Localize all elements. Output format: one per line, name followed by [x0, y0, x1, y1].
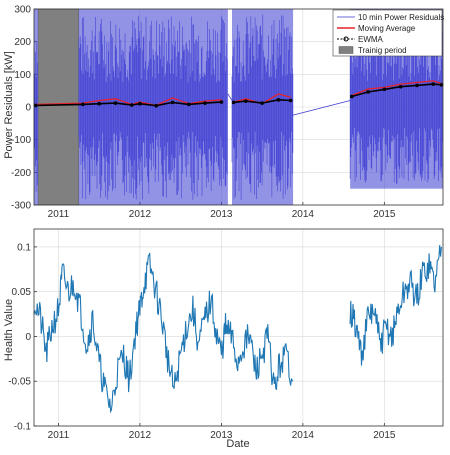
- residuals-connector: [292, 100, 351, 116]
- ewma-point: [187, 102, 191, 107]
- bottom-y-tick-label: -0.1: [14, 422, 32, 433]
- bottom-plot-frame: [33, 228, 444, 427]
- ewma-point: [113, 101, 118, 105]
- bottom-y-tick-label: 0: [25, 332, 31, 343]
- bottom-y-tick-label: 0.05: [12, 287, 32, 298]
- top-x-tick-label: 2014: [292, 209, 315, 220]
- residuals-connector: [227, 93, 233, 101]
- ewma-point: [219, 100, 224, 104]
- moving-average-line: [351, 80, 442, 97]
- legend-label: Moving Average: [358, 24, 416, 33]
- ewma-point: [260, 101, 264, 105]
- top-y-tick-label: -300: [11, 201, 31, 212]
- top-y-tick-label: -100: [11, 135, 31, 146]
- bottom-x-tick-label: 2012: [129, 430, 152, 441]
- top-plot-frame: [33, 8, 444, 206]
- top-chart: 2011 2012 2013 2014 2015 -300 -200 -100 0 100 200 3…: [11, 5, 444, 221]
- residuals-segment: [78, 9, 228, 205]
- legend-label: 10 min Power Residuals: [358, 13, 444, 22]
- top-y-axis-label: Power Residuals [kW]: [3, 51, 15, 159]
- ewma-point: [382, 87, 387, 92]
- training-period-box: [37, 8, 80, 206]
- bottom-x-axis-label: Date: [226, 438, 249, 450]
- ewma-point: [288, 98, 293, 103]
- ewma-point: [276, 98, 281, 102]
- top-y-tick-label: -200: [11, 168, 31, 179]
- ewma-point: [170, 100, 175, 105]
- top-y-tick-label: 0: [25, 103, 31, 114]
- top-y-tick-label: 200: [14, 37, 31, 48]
- residuals-segment: [231, 9, 294, 205]
- ewma-point: [231, 100, 236, 105]
- top-x-tick-label: 2012: [129, 209, 152, 220]
- ewma-point: [154, 103, 159, 108]
- ewma-point: [366, 90, 370, 94]
- ewma-point: [97, 101, 101, 106]
- top-x-tick-label: 2011: [48, 209, 70, 220]
- bottom-x-tick-label: 2015: [373, 430, 396, 441]
- ewma-point: [349, 94, 354, 99]
- ewma-point: [398, 84, 403, 89]
- ewma-point: [81, 102, 85, 107]
- bottom-x-tick-label: 2014: [292, 430, 315, 441]
- ewma-point: [431, 82, 436, 86]
- bottom-chart: 2011 2012 2013 2014 2015 -0.1 -0.05 0 0.05 0.1: [8, 228, 444, 441]
- ewma-point: [33, 103, 38, 108]
- ewma-point: [129, 103, 134, 107]
- legend-label: Trainig period: [358, 46, 407, 55]
- top-x-tick-label: 2015: [373, 209, 396, 220]
- ewma-point: [415, 83, 419, 88]
- legend-training-icon: [338, 46, 354, 54]
- bottom-plot-area: [34, 229, 443, 426]
- bottom-y-tick-label: -0.05: [8, 377, 31, 388]
- health-value-line: [349, 245, 442, 366]
- top-y-tick-label: 300: [14, 5, 31, 16]
- top-legend: 10 min Power Residuals Moving Average EWMA…: [332, 9, 444, 57]
- bottom-y-axis-label: Health Value: [3, 299, 15, 361]
- top-y-tick-label: 100: [14, 70, 31, 81]
- top-x-tick-label: 2013: [210, 209, 233, 220]
- ewma-point: [439, 82, 444, 87]
- health-value-line: [33, 252, 294, 414]
- residuals-band: [78, 9, 228, 205]
- ewma-point: [138, 101, 142, 106]
- ewma-point: [244, 99, 248, 103]
- ewma-point: [203, 101, 207, 105]
- legend-label: EWMA: [358, 35, 384, 44]
- bottom-x-tick-label: 2011: [48, 430, 70, 441]
- bottom-x-tick-label: 2013: [210, 430, 233, 441]
- legend-ewma-marker: [343, 36, 349, 42]
- bottom-y-tick-label: 0.1: [17, 242, 31, 253]
